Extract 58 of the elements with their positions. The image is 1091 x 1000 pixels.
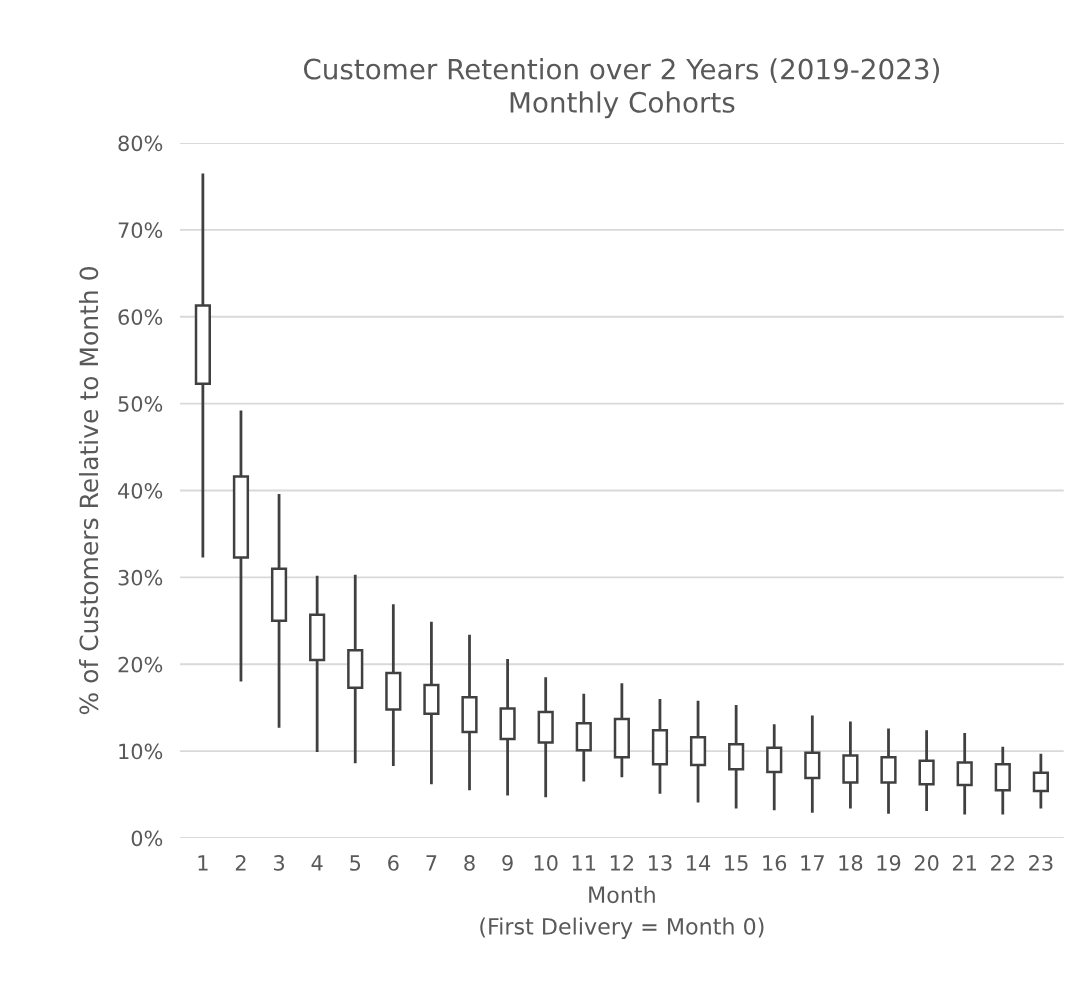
x-tick-label: 6 bbox=[388, 855, 399, 871]
candlestick bbox=[270, 492, 288, 730]
candlestick bbox=[461, 633, 478, 792]
candlestick bbox=[423, 620, 440, 786]
candlestick bbox=[575, 692, 592, 783]
candlestick bbox=[347, 573, 364, 765]
x-tick-label: 19 bbox=[877, 855, 901, 871]
x-tick-label: 15 bbox=[725, 855, 748, 871]
candlestick bbox=[880, 727, 897, 816]
x-tick-label: 22 bbox=[991, 855, 1014, 871]
y-tick-label: 20% bbox=[118, 656, 163, 673]
x-tick-label: 3 bbox=[274, 855, 285, 871]
x-tick-label: 14 bbox=[687, 855, 711, 871]
candlestick bbox=[766, 722, 783, 812]
x-tick-label: 13 bbox=[648, 855, 672, 871]
candlestick bbox=[994, 745, 1011, 816]
y-tick-label: 60% bbox=[118, 309, 163, 325]
x-tick-label: 4 bbox=[311, 855, 323, 871]
x-tick-label: 9 bbox=[502, 855, 513, 871]
candlestick bbox=[309, 574, 326, 754]
candlestick bbox=[842, 720, 859, 810]
x-tick-label: 16 bbox=[763, 855, 787, 871]
x-tick-label: 5 bbox=[350, 855, 361, 871]
x-tick-label: 10 bbox=[534, 855, 558, 871]
candlestick bbox=[804, 714, 821, 815]
chart-title: Customer Retention over 2 Years (2019-2023) Monthly Cohorts bbox=[303, 58, 939, 119]
x-tick-label: 1 bbox=[198, 855, 208, 871]
candlestick bbox=[1032, 752, 1049, 810]
x-tick-label: 18 bbox=[839, 855, 863, 871]
x-tick-label: 20 bbox=[914, 855, 939, 871]
candlestick bbox=[689, 699, 707, 804]
y-tick-label: 50% bbox=[118, 396, 163, 412]
x-tick-label: 23 bbox=[1029, 855, 1053, 871]
candlestick bbox=[385, 602, 402, 768]
x-tick-label: 17 bbox=[801, 855, 824, 871]
y-tick-label: 0% bbox=[131, 830, 163, 847]
x-tick-label: 21 bbox=[952, 855, 977, 871]
x-tick-label: 2 bbox=[235, 855, 246, 871]
candlestick bbox=[537, 675, 554, 799]
x-axis-title: Month (First Delivery = Month 0) bbox=[480, 885, 764, 940]
y-tick-label: 80% bbox=[118, 135, 163, 152]
candlestick bbox=[613, 681, 630, 779]
candlestick bbox=[728, 703, 745, 810]
y-tick-label: 10% bbox=[119, 743, 163, 760]
y-tick-label: 40% bbox=[118, 482, 163, 499]
x-tick-label: 11 bbox=[572, 855, 596, 871]
y-tick-label: 70% bbox=[118, 222, 163, 239]
y-axis-title: % of Customers Relative to Month 0 bbox=[78, 267, 99, 715]
x-tick-label: 12 bbox=[610, 855, 634, 871]
candlestick bbox=[232, 409, 250, 684]
y-tick-label: 30% bbox=[118, 569, 163, 586]
x-tick-label: 8 bbox=[464, 855, 475, 871]
candlestick bbox=[651, 697, 669, 796]
x-tick-label: 7 bbox=[426, 855, 437, 871]
candlestick bbox=[194, 172, 211, 559]
candlestick bbox=[499, 657, 516, 797]
candlestick bbox=[956, 731, 973, 816]
candlestick bbox=[918, 728, 935, 813]
